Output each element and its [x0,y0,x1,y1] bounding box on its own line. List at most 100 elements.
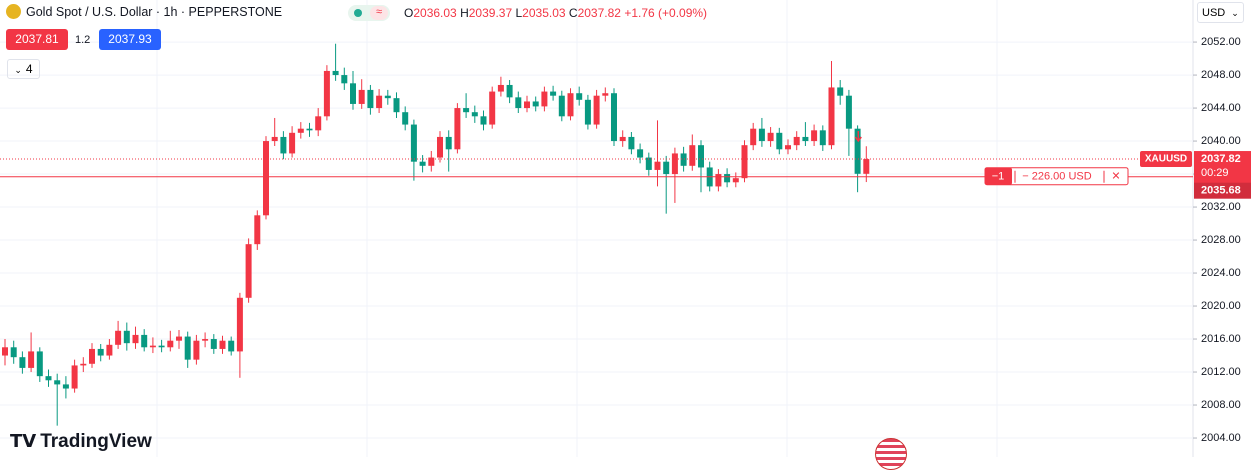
candle-body [593,95,600,125]
y-tick-label: 2032.00 [1201,201,1241,213]
candle-body [410,124,417,162]
ohlc-value: 2037.82 [577,6,621,20]
candle-body [489,91,496,125]
change: +1.76 (+0.09%) [624,6,708,20]
position-price-tag [1194,182,1251,199]
candle-body [54,380,61,385]
candle-body [628,136,635,150]
brand: 𝗧𝗩 TradingView [10,431,152,453]
candle-body [480,116,487,125]
indicators-count: 4 [25,62,33,76]
candle-body [402,112,409,125]
candle-body [854,128,861,174]
candle-body [645,157,652,170]
candle-body [576,93,583,100]
brand-name: TradingView [40,431,152,452]
market-open-dot [354,9,362,17]
candle-body [132,334,139,344]
candle-body [419,161,426,166]
candle-body [845,95,852,129]
spread: 1.2 [75,34,91,46]
symbol-name: XAUUSD [1145,154,1187,165]
event-flag[interactable] [875,438,907,470]
y-tick-label: 2004.00 [1201,432,1241,444]
position-qty: −1 [992,171,1005,183]
candle-body [828,87,835,146]
candle-body [732,178,739,183]
candle-body [541,91,548,107]
header: Gold Spot / U.S. Dollar · 1h · PEPPERSTO… [6,4,282,19]
candle-body [741,145,748,179]
y-tick-label: 2044.00 [1201,102,1241,114]
candle-body [97,348,104,356]
y-tick-label: 2012.00 [1201,366,1241,378]
candle-body [289,132,296,154]
ohlc-prefix: O [404,6,414,20]
candle-body [863,159,870,174]
candle-body [228,340,235,352]
y-tick-label: 2024.00 [1201,267,1241,279]
candle-body [358,89,365,104]
chevron: ⌄ [1231,8,1239,18]
position-close[interactable]: ✕ [1111,171,1120,183]
ohlc-prefix: H [460,6,469,20]
symbol-icon [6,4,21,19]
candle-body [811,130,818,142]
candle-body [2,347,8,356]
brand-logo: 𝗧𝗩 [10,431,37,451]
candle-body [558,95,565,117]
candle-body [28,351,35,368]
status-pill[interactable]: ≈ [348,5,390,21]
candle-body [71,365,78,389]
candle-body [767,132,774,142]
candle-body [263,141,269,216]
candle-body [89,348,95,364]
candle-body [758,128,765,142]
candle-body [367,89,374,109]
candle-body [184,336,191,360]
candle-body [724,174,731,183]
candle-body [550,91,557,96]
candle-body [793,136,800,146]
candle-body [350,83,356,104]
candle-body [297,128,304,133]
position-pnl: − 226.00 USD [1022,171,1091,183]
candle-body [802,136,809,142]
candle-body [471,112,478,117]
candle-body [80,363,87,366]
candle-body [19,357,26,368]
candle-body [393,98,400,113]
sell-button[interactable]: 2037.81 [6,29,68,50]
candle-body [584,99,591,125]
trade-arrow [854,131,862,143]
ohlc-value: 2036.03 [413,6,457,20]
ohlc-legend: O2036.03 H2039.37 L2035.03 C2037.82 +1.7… [404,6,707,20]
candle-body [236,297,243,352]
delay-icon: ≈ [370,6,388,20]
candle-body [193,340,200,360]
candle-body [671,153,678,175]
price-tag-value: 2037.82 [1201,153,1241,165]
candle-body [254,215,261,245]
candle-body [315,116,322,131]
candle-body [271,136,278,142]
candle-body [306,128,313,131]
candle-body [115,330,122,345]
indicators-toggle[interactable]: ⌄ 4 [7,59,40,79]
candle-body [454,108,461,150]
y-tick-label: 2008.00 [1201,399,1241,411]
candle-body [437,136,443,158]
candle-body [637,149,644,158]
candle-body [837,87,844,96]
y-tick-label: 2052.00 [1201,36,1241,48]
candle-body [715,174,722,187]
buy-button[interactable]: 2037.93 [99,29,161,50]
candle-body [698,145,704,168]
candle-body [219,340,226,349]
candle-body [680,153,687,166]
candle-body [463,108,470,113]
currency-button[interactable]: USD ⌄ [1197,2,1244,23]
candle-body [611,93,617,142]
candle-body [149,345,156,348]
